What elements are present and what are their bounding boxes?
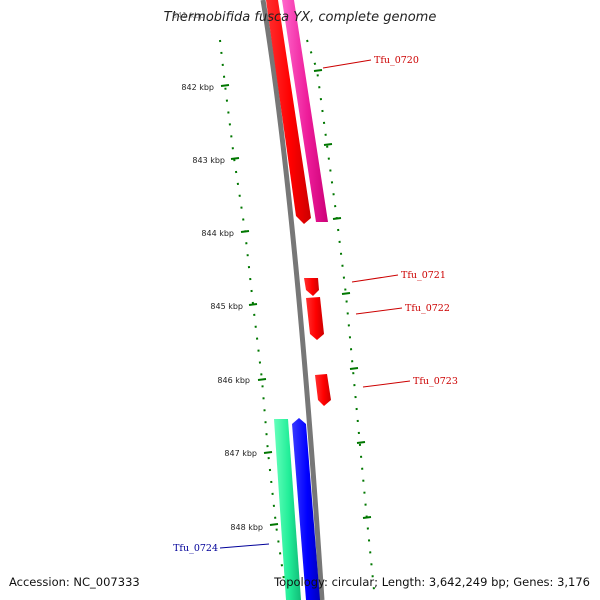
genome-summary: Topology: circularLength: 3,642,249 bpGe…: [274, 575, 590, 589]
gene-tfu0720-cds[interactable]: [266, 0, 311, 224]
ruler-label-846: 846 kbp: [217, 376, 250, 385]
outer-tick-6: [356, 441, 366, 444]
leader-tfu0724: [219, 543, 270, 549]
outer-tick-4: [341, 292, 351, 295]
outer-tick-1: [313, 69, 323, 72]
ruler-label-842: 842 kbp: [181, 83, 214, 92]
gene-count-text: Genes: 3,176: [506, 575, 590, 589]
ruler-tick-848: [269, 523, 279, 526]
ruler-tick-844: [240, 230, 250, 233]
map-title: Thermobifida fusca YX, complete genome: [163, 10, 437, 25]
gene-label-tfu0720[interactable]: Tfu_0720: [374, 55, 419, 66]
ruler-label-847: 847 kbp: [224, 449, 257, 458]
accession-text: Accession: NC_007333: [9, 575, 140, 589]
topology-text: Topology: circular: [274, 575, 375, 589]
gene-tfu0723[interactable]: [315, 374, 331, 406]
ruler-tick-842: [220, 84, 230, 87]
ruler-label-845: 845 kbp: [210, 302, 243, 311]
gene-label-tfu0724[interactable]: Tfu_0724: [173, 543, 218, 554]
ruler-label-848: 848 kbp: [230, 523, 263, 532]
gene-label-tfu0721[interactable]: Tfu_0721: [401, 270, 446, 281]
ruler-tick-846: [257, 378, 267, 381]
gene-tfu0724-feature[interactable]: [274, 419, 301, 600]
gene-label-tfu0723[interactable]: Tfu_0723: [413, 376, 458, 387]
gene-label-tfu0722[interactable]: Tfu_0722: [405, 303, 450, 314]
outer-tick-2: [323, 143, 333, 146]
inner-ruler: [219, 39, 285, 581]
ruler-label-843: 843 kbp: [192, 156, 225, 165]
outer-tick-3: [332, 217, 342, 220]
ruler-tick-847: [263, 451, 273, 454]
outer-tick-7: [362, 516, 372, 519]
length-text: Length: 3,642,249 bp: [374, 575, 506, 589]
leader-tfu0720: [322, 59, 372, 69]
gene-tfu0720-feature[interactable]: [282, 0, 328, 222]
ruler-tick-843: [230, 157, 240, 160]
gene-tfu0722[interactable]: [306, 297, 324, 340]
leader-tfu0721: [351, 274, 399, 283]
ruler-tick-845: [248, 303, 258, 306]
ruler-label-844: 844 kbp: [201, 229, 234, 238]
gene-tfu0721[interactable]: [304, 278, 319, 296]
gene-tfu0724-cds[interactable]: [292, 418, 320, 600]
ruler-label-faded: 841 kbp: [172, 11, 205, 20]
genome-backbone: [260, 0, 325, 600]
leader-tfu0722: [355, 307, 403, 315]
leader-tfu0723: [362, 380, 411, 388]
outer-tick-5: [349, 367, 359, 370]
